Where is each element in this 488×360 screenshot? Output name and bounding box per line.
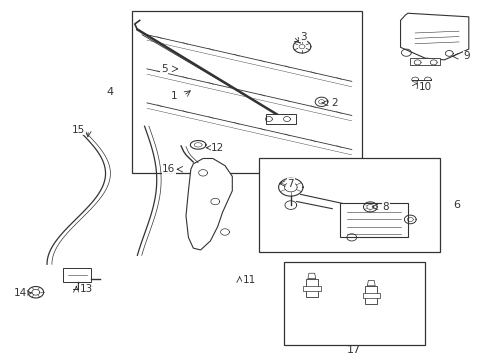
Text: 5: 5 [161, 64, 167, 74]
Text: 3: 3 [299, 32, 305, 41]
Text: 11: 11 [242, 275, 256, 285]
Bar [266, 114, 295, 125]
Bar [339, 203, 407, 237]
Bar [362, 293, 379, 298]
Text: 15: 15 [72, 125, 85, 135]
Text: 10: 10 [418, 82, 430, 92]
Bar [305, 279, 317, 297]
Bar [63, 268, 91, 282]
Text: 17: 17 [346, 345, 361, 355]
Polygon shape [307, 273, 315, 279]
Text: 12: 12 [211, 143, 224, 153]
Text: 6: 6 [452, 200, 459, 210]
Bar [283, 262, 424, 345]
Bar [259, 158, 439, 252]
Text: 9: 9 [462, 51, 468, 61]
Polygon shape [409, 58, 439, 65]
Text: 16: 16 [162, 164, 175, 174]
Bar [132, 12, 361, 173]
Text: 14: 14 [14, 288, 27, 298]
Polygon shape [185, 158, 232, 250]
Text: 1: 1 [170, 91, 177, 101]
Text: 7: 7 [287, 179, 294, 189]
Bar [303, 286, 320, 291]
Polygon shape [366, 280, 374, 286]
Polygon shape [400, 13, 468, 60]
Bar [365, 286, 376, 304]
Text: 8: 8 [382, 202, 388, 212]
Text: 2: 2 [331, 98, 337, 108]
Text: 4: 4 [106, 87, 114, 97]
Text: 13: 13 [79, 284, 92, 294]
